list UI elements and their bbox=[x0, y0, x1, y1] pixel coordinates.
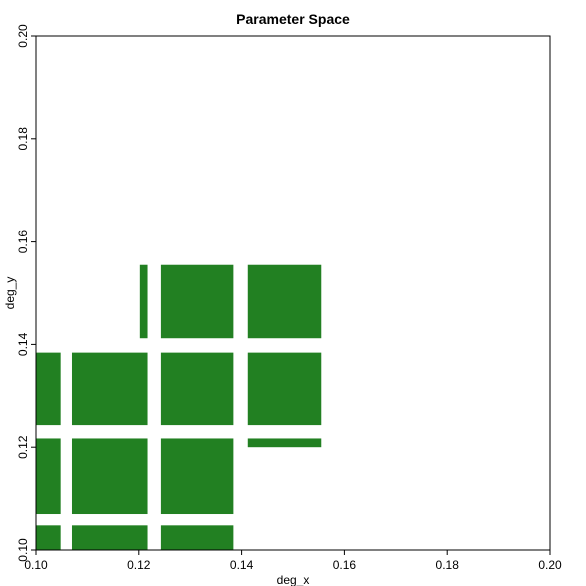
region-cell-5 bbox=[71, 438, 148, 515]
region-cell-13 bbox=[160, 264, 234, 339]
x-tick-label: 0.10 bbox=[24, 558, 48, 572]
y-tick-label: 0.18 bbox=[16, 127, 30, 151]
chart-title: Parameter Space bbox=[236, 11, 350, 27]
y-tick-label: 0.12 bbox=[16, 435, 30, 459]
region-cell-7 bbox=[36, 352, 61, 426]
region-cell-4 bbox=[36, 438, 61, 515]
region-cell-14 bbox=[247, 264, 322, 339]
region-cell-9 bbox=[160, 352, 234, 426]
region-cell-12 bbox=[139, 264, 148, 339]
x-axis-ticks: 0.10 0.12 0.14 0.16 0.18 0.20 bbox=[24, 550, 562, 572]
x-tick-label: 0.20 bbox=[538, 558, 562, 572]
parameter-regions bbox=[36, 264, 322, 550]
region-cell-8 bbox=[71, 352, 148, 426]
y-tick-label: 0.20 bbox=[16, 24, 30, 48]
y-tick-label: 0.14 bbox=[16, 332, 30, 356]
y-axis-label: deg_y bbox=[3, 277, 17, 310]
x-tick-label: 0.16 bbox=[333, 558, 357, 572]
y-axis-ticks: 0.10 0.12 0.14 0.16 0.18 0.20 bbox=[16, 24, 36, 562]
region-cell-2 bbox=[71, 525, 148, 550]
region-cell-1 bbox=[36, 525, 61, 550]
plot-frame bbox=[35, 35, 551, 551]
x-tick-label: 0.18 bbox=[436, 558, 460, 572]
x-tick-label: 0.12 bbox=[127, 558, 151, 572]
x-axis-label: deg_x bbox=[277, 573, 310, 586]
region-cell-6 bbox=[160, 438, 234, 515]
x-tick-label: 0.14 bbox=[230, 558, 254, 572]
region-cell-3 bbox=[160, 525, 234, 550]
region-cell-11 bbox=[247, 438, 322, 448]
y-tick-label: 0.16 bbox=[16, 230, 30, 254]
y-tick-label: 0.10 bbox=[16, 538, 30, 562]
region-cell-10 bbox=[247, 352, 322, 426]
